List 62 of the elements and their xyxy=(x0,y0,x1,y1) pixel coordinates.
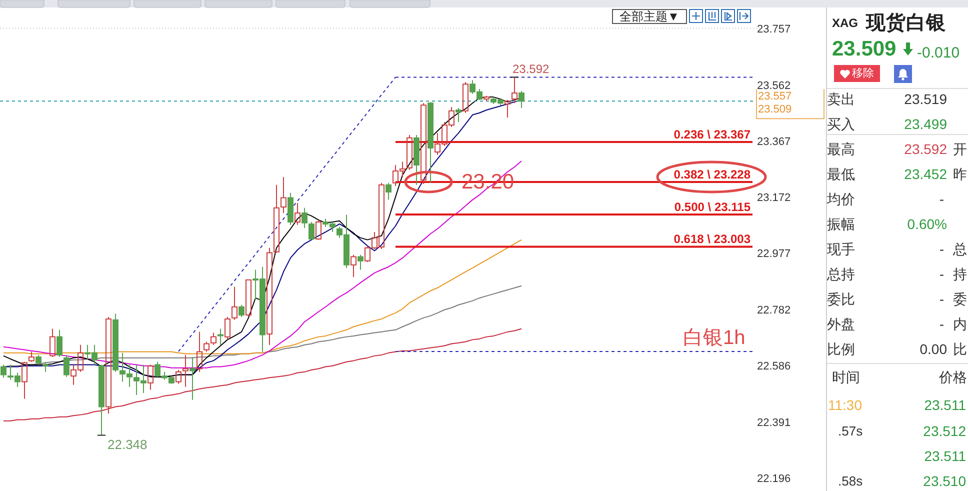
text: - xyxy=(939,191,944,207)
series-label: 0.382 \ 23.228 xyxy=(674,167,751,182)
text: 最低 xyxy=(827,166,855,182)
text: XAG xyxy=(832,16,858,30)
text: 23.519 xyxy=(904,91,948,107)
text: 价格 xyxy=(938,369,967,385)
text: 全部主题▼ xyxy=(620,10,680,24)
annotation: 22.348 xyxy=(108,436,148,452)
text: 开 xyxy=(953,141,967,157)
y-tick-label: 22.782 xyxy=(757,304,791,316)
y-tick-label: 23.757 xyxy=(757,24,791,36)
text: 最高 xyxy=(827,141,855,157)
y-tick-label: 22.586 xyxy=(757,360,791,373)
annotation: 白银1h xyxy=(683,327,746,349)
text: -0.010 xyxy=(917,44,960,62)
y-tick-label: 23.367 xyxy=(757,136,791,148)
text: .58s xyxy=(838,474,864,488)
text: 昨 xyxy=(953,166,967,182)
text: 持 xyxy=(953,266,967,282)
text: - xyxy=(939,291,944,307)
text: 总 xyxy=(952,241,967,257)
text: 11:30 xyxy=(828,397,862,413)
text: 外盘 xyxy=(827,316,855,332)
annotation: 23.592 xyxy=(512,62,550,76)
text: 时间 xyxy=(832,369,860,385)
text: - xyxy=(939,316,944,332)
text: 0.60% xyxy=(907,216,947,232)
text: 23.510 xyxy=(923,473,966,489)
text: 委 xyxy=(953,291,967,307)
y-tick-label: 23.172 xyxy=(757,192,791,204)
text: 振幅 xyxy=(827,216,855,232)
text: 23.452 xyxy=(904,166,948,182)
text: 均价 xyxy=(826,191,855,207)
text: 23.509 xyxy=(832,38,896,60)
text: 23.592 xyxy=(904,141,948,157)
y-tick-label: 22.196 xyxy=(757,473,791,485)
text: 23.511 xyxy=(924,397,966,413)
text: 比例 xyxy=(827,341,855,357)
text: 内 xyxy=(953,316,967,332)
y-tick-label: 22.391 xyxy=(757,416,791,429)
y-tick-label: 22.977 xyxy=(757,248,791,260)
text: 委比 xyxy=(827,291,855,307)
text: - xyxy=(939,241,944,257)
annotation: 23.557 xyxy=(758,90,792,103)
text: 23.512 xyxy=(923,423,966,439)
series-label: 0.618 \ 23.003 xyxy=(674,232,751,246)
text: 买入 xyxy=(827,116,855,132)
text: 比 xyxy=(953,341,967,357)
text: 0.00 xyxy=(920,341,948,357)
series-label: 0.236 \ 23.367 xyxy=(674,127,751,142)
text: 现货白银 xyxy=(865,12,947,34)
y-tick-label: 23.562 xyxy=(757,80,791,92)
ref-line-label: 23.509 xyxy=(758,104,792,116)
text: 现手 xyxy=(827,241,855,257)
text: 移除 xyxy=(852,68,874,80)
text: 23.499 xyxy=(904,116,948,132)
series-label: 0.500 \ 23.115 xyxy=(674,200,751,214)
text: 23.511 xyxy=(924,448,966,464)
text: .57s xyxy=(838,424,864,438)
text: - xyxy=(939,266,944,282)
text: 总持 xyxy=(826,266,855,282)
text: 卖出 xyxy=(827,91,855,107)
